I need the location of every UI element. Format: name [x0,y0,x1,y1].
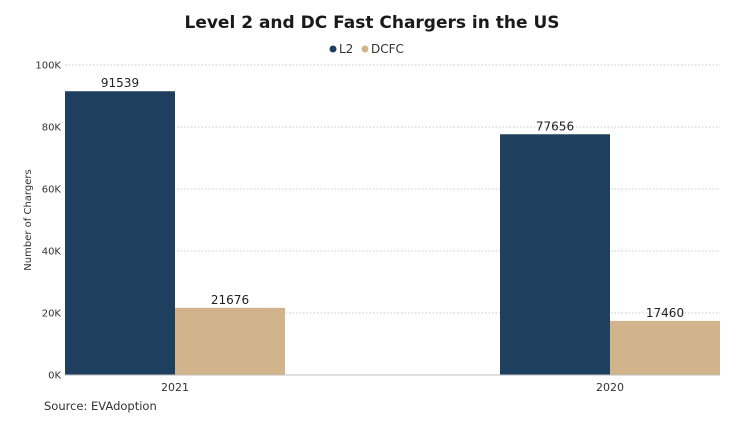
legend-label-l2: L2 [339,42,353,56]
data-label: 77656 [536,119,574,133]
bars [65,91,720,376]
legend-marker-l2 [329,45,337,53]
y-axis-ticks: 0K 20K 40K 60K 80K 100K [35,61,61,382]
x-axis-ticks: 2021 2020 [161,381,624,394]
bar-l2-2021 [65,91,175,376]
y-tick-label: 20K [42,309,62,320]
legend: L2 DCFC [329,42,404,56]
data-label: 21676 [211,293,249,307]
y-axis-label: Number of Chargers [23,169,34,270]
legend-marker-dcfc [361,45,369,53]
y-tick-label: 0K [48,371,61,382]
data-label: 17460 [646,306,684,320]
legend-label-dcfc: DCFC [371,42,404,56]
y-tick-label: 60K [42,185,62,196]
y-tick-label: 100K [35,61,61,72]
source-note: Source: EVAdoption [44,399,157,413]
y-tick-label: 80K [42,123,62,134]
y-tick-label: 40K [42,247,62,258]
x-tick-label: 2021 [161,381,189,394]
data-labels: 91539 21676 77656 17460 [101,76,684,320]
bar-dcfc-2021 [175,307,285,375]
chart-title: Level 2 and DC Fast Chargers in the US [184,13,559,33]
x-tick-label: 2020 [596,381,624,394]
data-label: 91539 [101,76,139,90]
bar-dcfc-2020 [610,320,720,375]
bar-l2-2020 [500,134,610,375]
